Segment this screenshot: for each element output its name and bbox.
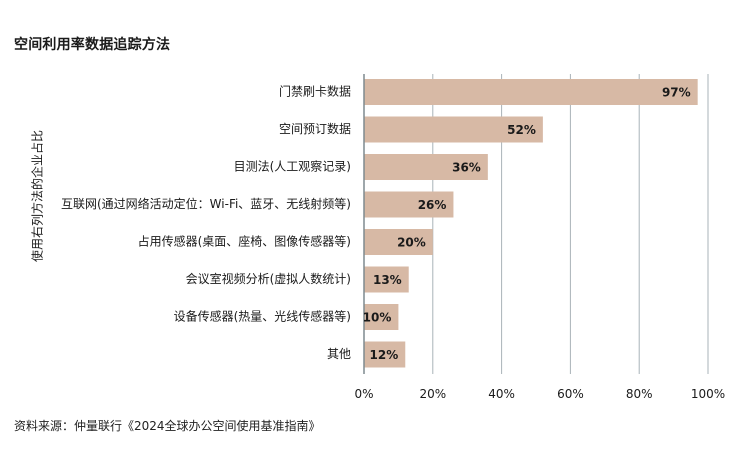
chart-title: 空间利用率数据追踪方法 <box>14 37 171 53</box>
bar <box>364 266 409 293</box>
value-label: 97% <box>662 86 691 100</box>
category-label: 会议室视频分析(虚拟人数统计) <box>186 271 351 286</box>
bar <box>364 154 488 180</box>
bar <box>364 229 433 255</box>
bar <box>364 191 454 218</box>
labels: 0% 20% 40% 60% 80% 100% 门禁刷卡数据 97% 空间预订数据 52% 目测法(… <box>61 84 725 402</box>
bar <box>364 304 399 330</box>
category-label: 设备传感器(热量、光线传感器等) <box>174 309 351 324</box>
value-label: 20% <box>397 236 426 250</box>
gridlines <box>432 74 709 374</box>
value-label: 26% <box>418 198 447 212</box>
bars <box>364 79 698 368</box>
x-tick-label: 20% <box>419 387 446 401</box>
value-label: 13% <box>373 273 402 287</box>
y-axis-title: 使用右列方法的企业占比 <box>30 130 45 262</box>
category-label: 门禁刷卡数据 <box>279 84 351 99</box>
category-label: 其他 <box>327 347 351 361</box>
value-label: 10% <box>363 311 392 325</box>
x-tick-label: 0% <box>354 387 373 401</box>
x-tick-label: 40% <box>488 387 515 401</box>
bar <box>364 116 543 143</box>
source-note: 资料来源：仲量联行《2024全球办公空间使用基准指南》 <box>14 419 321 433</box>
category-label: 空间预订数据 <box>279 121 351 136</box>
bar <box>364 79 698 105</box>
category-label: 互联网(通过网络活动定位：Wi-Fi、蓝牙、无线射频等) <box>61 196 351 211</box>
x-tick-label: 80% <box>626 387 653 401</box>
value-label: 36% <box>452 161 481 175</box>
bar <box>364 341 406 368</box>
category-label: 占用传感器(桌面、座椅、图像传感器等) <box>138 234 351 249</box>
value-label: 12% <box>370 348 399 362</box>
value-label: 52% <box>507 123 536 137</box>
category-label: 目测法(人工观察记录) <box>234 160 351 174</box>
x-tick-label: 60% <box>557 387 584 401</box>
x-tick-label: 100% <box>691 387 725 401</box>
